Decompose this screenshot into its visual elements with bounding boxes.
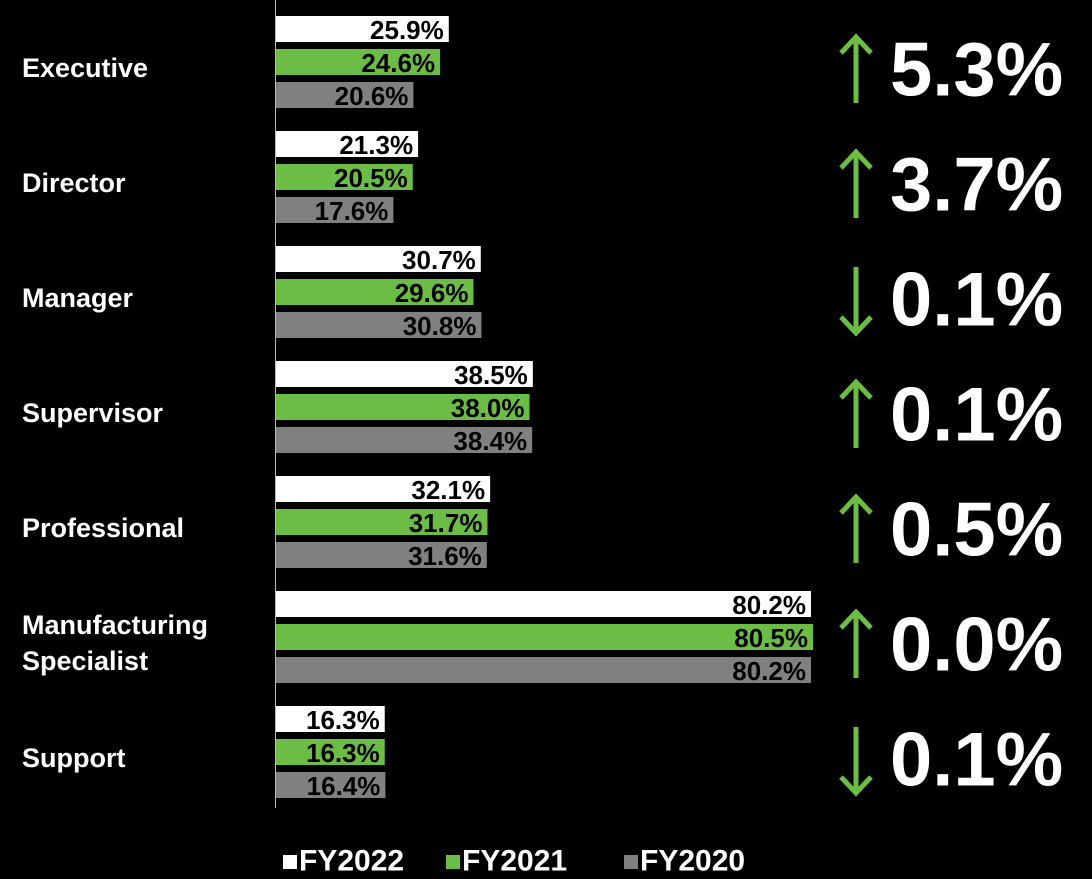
category-label: Director	[22, 168, 126, 198]
arrow-down	[839, 267, 873, 337]
change-label: 5.3%	[890, 28, 1063, 113]
change-label: 0.5%	[890, 488, 1063, 573]
arrow-up	[839, 378, 873, 448]
arrow-down	[839, 727, 873, 797]
value-label: 20.6%	[335, 81, 409, 111]
change-label: 0.0%	[890, 603, 1063, 688]
bar	[276, 476, 491, 502]
value-label: 38.0%	[451, 393, 525, 423]
value-label: 80.5%	[734, 623, 808, 653]
value-label: 25.9%	[370, 15, 444, 45]
arrow-up	[839, 608, 873, 678]
bar	[276, 164, 413, 190]
value-label: 17.6%	[315, 196, 389, 226]
value-label: 38.4%	[453, 426, 527, 456]
category-label: Manufacturing Specialist	[22, 610, 208, 676]
bar	[276, 657, 811, 683]
bar	[276, 16, 449, 42]
category-label: Manager	[22, 283, 134, 313]
value-label: 38.5%	[454, 360, 528, 390]
value-label: 30.7%	[402, 245, 476, 275]
bar	[276, 706, 385, 732]
value-label: 21.3%	[339, 130, 413, 160]
bar	[276, 246, 481, 272]
bar	[276, 542, 487, 568]
change-label: 3.7%	[890, 143, 1063, 228]
arrow-up	[839, 493, 873, 563]
bar	[276, 131, 419, 157]
bar	[276, 739, 385, 765]
arrow-up	[839, 148, 873, 218]
bar	[276, 772, 386, 798]
bar	[276, 591, 811, 617]
value-label: 16.3%	[306, 705, 380, 735]
value-label: 16.4%	[307, 771, 381, 801]
value-label: 30.8%	[403, 311, 477, 341]
change-label: 0.1%	[890, 718, 1063, 803]
bar	[276, 427, 533, 453]
value-label: 24.6%	[361, 48, 435, 78]
value-label: 80.2%	[732, 590, 806, 620]
bar	[276, 312, 482, 338]
category-label: Executive	[22, 53, 149, 83]
value-label: 16.3%	[306, 738, 380, 768]
category-label: Supervisor	[22, 398, 164, 428]
legend-swatch	[283, 855, 297, 869]
value-label: 80.2%	[732, 656, 806, 686]
legend-swatch	[446, 855, 460, 869]
legend-label: FY2020	[640, 845, 745, 878]
bar	[276, 394, 530, 420]
bar	[276, 49, 441, 75]
bar	[276, 279, 474, 305]
value-label: 31.7%	[409, 508, 483, 538]
bar	[276, 624, 813, 650]
legend-label: FY2021	[462, 845, 567, 878]
legend-label: FY2022	[299, 845, 404, 878]
legend-swatch	[624, 855, 638, 869]
value-label: 31.6%	[408, 541, 482, 571]
category-label: Support	[22, 743, 126, 773]
bar	[276, 509, 488, 535]
category-label: Professional	[22, 513, 185, 543]
value-label: 20.5%	[334, 163, 408, 193]
value-label: 32.1%	[411, 475, 485, 505]
bar	[276, 82, 414, 108]
bar	[276, 197, 394, 223]
change-label: 0.1%	[890, 258, 1063, 343]
value-label: 29.6%	[395, 278, 469, 308]
change-label: 0.1%	[890, 373, 1063, 458]
bar	[276, 361, 533, 387]
arrow-up	[839, 33, 873, 103]
